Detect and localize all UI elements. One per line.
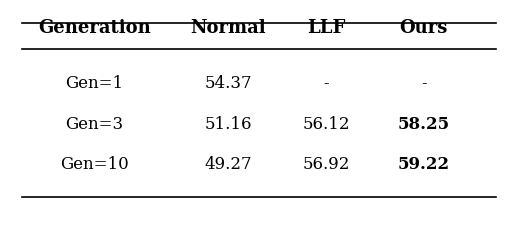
Text: 56.12: 56.12 [302, 115, 350, 132]
Text: Gen=10: Gen=10 [60, 155, 128, 172]
Text: 56.92: 56.92 [303, 155, 350, 172]
Text: -: - [323, 75, 329, 92]
Text: LLF: LLF [307, 19, 345, 37]
Text: 59.22: 59.22 [398, 155, 450, 172]
Text: Normal: Normal [190, 19, 266, 37]
Text: 51.16: 51.16 [204, 115, 252, 132]
Text: Ours: Ours [400, 19, 448, 37]
Text: Gen=3: Gen=3 [65, 115, 123, 132]
Text: -: - [421, 75, 427, 92]
Text: Generation: Generation [38, 19, 151, 37]
Text: 49.27: 49.27 [204, 155, 252, 172]
Text: 54.37: 54.37 [204, 75, 252, 92]
Text: Gen=1: Gen=1 [65, 75, 123, 92]
Text: 58.25: 58.25 [398, 115, 450, 132]
